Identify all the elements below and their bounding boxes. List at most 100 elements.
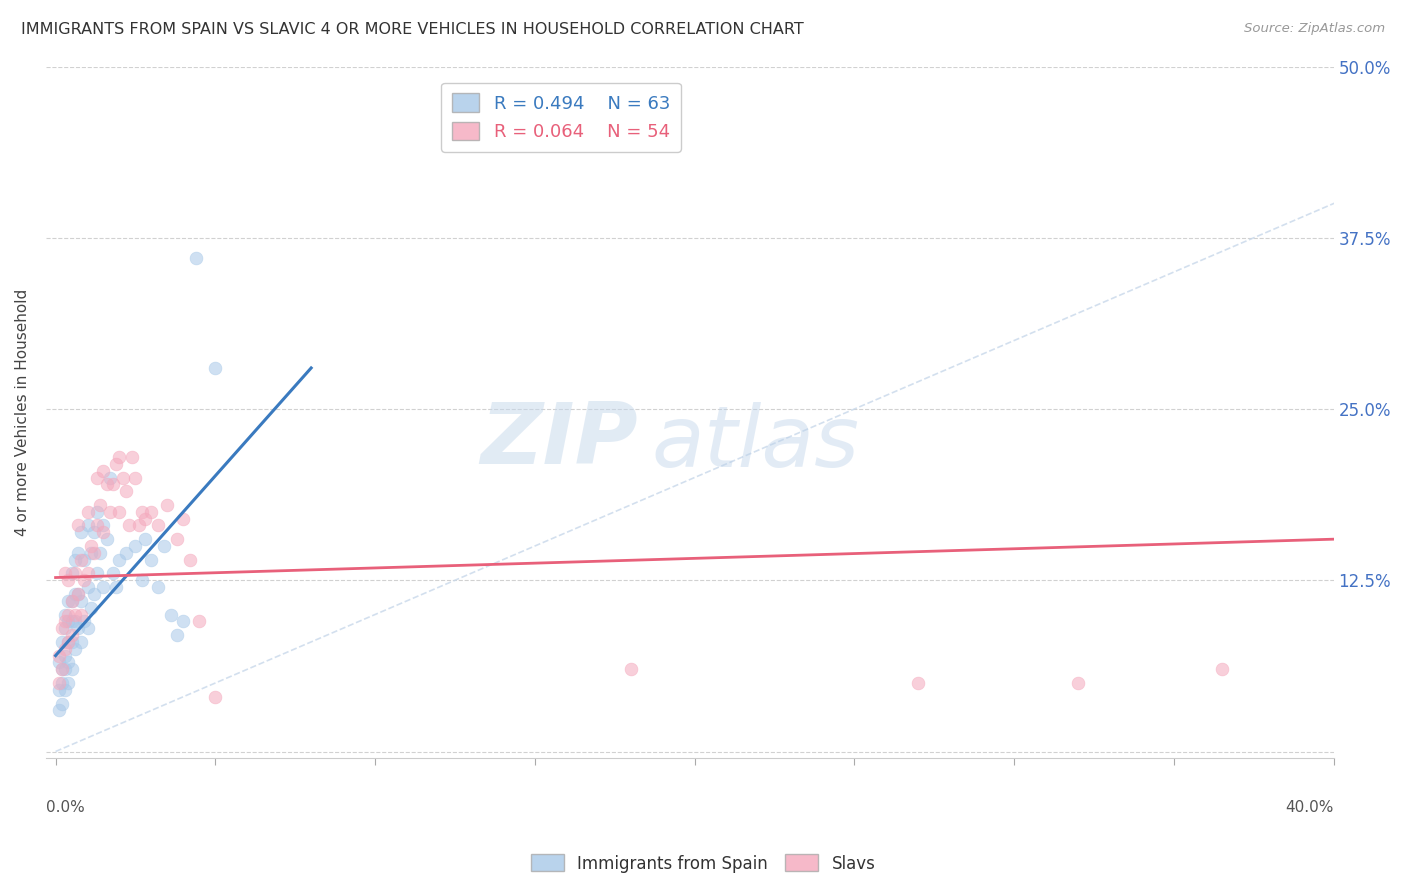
Point	[66, 546, 89, 560]
Point	[115, 546, 138, 560]
Point	[184, 252, 207, 266]
Point	[1211, 662, 1233, 676]
Point	[153, 539, 176, 553]
Point	[70, 552, 93, 566]
Point	[60, 594, 83, 608]
Point	[73, 615, 96, 629]
Point	[66, 587, 89, 601]
Point	[124, 470, 146, 484]
Point	[80, 539, 103, 553]
Point	[63, 552, 86, 566]
Text: 0.0%: 0.0%	[46, 800, 84, 815]
Point	[93, 580, 115, 594]
Point	[53, 682, 76, 697]
Point	[63, 587, 86, 601]
Point	[76, 566, 98, 581]
Point	[48, 656, 70, 670]
Point	[93, 525, 115, 540]
Point	[166, 628, 188, 642]
Point	[58, 676, 80, 690]
Point	[48, 682, 70, 697]
Point	[141, 505, 163, 519]
Point	[166, 532, 188, 546]
Point	[53, 648, 76, 663]
Point	[80, 546, 103, 560]
Point	[58, 574, 80, 588]
Point	[60, 628, 83, 642]
Point	[188, 615, 211, 629]
Point	[60, 566, 83, 581]
Point	[156, 498, 179, 512]
Text: Source: ZipAtlas.com: Source: ZipAtlas.com	[1244, 22, 1385, 36]
Point	[73, 574, 96, 588]
Point	[83, 546, 105, 560]
Point	[48, 676, 70, 690]
Text: IMMIGRANTS FROM SPAIN VS SLAVIC 4 OR MORE VEHICLES IN HOUSEHOLD CORRELATION CHAR: IMMIGRANTS FROM SPAIN VS SLAVIC 4 OR MOR…	[21, 22, 804, 37]
Point	[76, 518, 98, 533]
Point	[60, 615, 83, 629]
Point	[60, 662, 83, 676]
Point	[146, 518, 169, 533]
Point	[70, 607, 93, 622]
Text: 40.0%: 40.0%	[1285, 800, 1333, 815]
Point	[83, 525, 105, 540]
Point	[58, 607, 80, 622]
Point	[204, 361, 226, 376]
Point	[121, 450, 143, 464]
Point	[172, 615, 194, 629]
Point	[70, 635, 93, 649]
Point	[86, 566, 108, 581]
Point	[58, 594, 80, 608]
Point	[620, 662, 643, 676]
Point	[108, 552, 131, 566]
Point	[76, 621, 98, 635]
Point	[118, 518, 141, 533]
Point	[51, 662, 73, 676]
Y-axis label: 4 or more Vehicles in Household: 4 or more Vehicles in Household	[15, 289, 30, 536]
Legend: R = 0.494    N = 63, R = 0.064    N = 54: R = 0.494 N = 63, R = 0.064 N = 54	[441, 83, 681, 152]
Point	[48, 703, 70, 717]
Point	[66, 518, 89, 533]
Point	[105, 457, 128, 471]
Point	[51, 621, 73, 635]
Point	[76, 580, 98, 594]
Text: atlas: atlas	[651, 402, 859, 485]
Point	[86, 518, 108, 533]
Point	[53, 621, 76, 635]
Text: ZIP: ZIP	[481, 399, 638, 482]
Point	[93, 464, 115, 478]
Point	[76, 505, 98, 519]
Point	[98, 505, 121, 519]
Point	[60, 594, 83, 608]
Point	[89, 546, 111, 560]
Point	[63, 641, 86, 656]
Point	[53, 615, 76, 629]
Point	[96, 532, 118, 546]
Point	[51, 697, 73, 711]
Point	[58, 635, 80, 649]
Point	[128, 518, 150, 533]
Point	[204, 690, 226, 704]
Point	[111, 470, 134, 484]
Point	[93, 518, 115, 533]
Point	[58, 635, 80, 649]
Point	[63, 615, 86, 629]
Point	[86, 505, 108, 519]
Point	[108, 505, 131, 519]
Point	[51, 676, 73, 690]
Point	[70, 525, 93, 540]
Point	[159, 607, 181, 622]
Point	[101, 477, 124, 491]
Point	[172, 511, 194, 525]
Point	[907, 676, 929, 690]
Point	[53, 662, 76, 676]
Point	[115, 484, 138, 499]
Point	[124, 539, 146, 553]
Point	[86, 470, 108, 484]
Point	[53, 607, 76, 622]
Legend: Immigrants from Spain, Slavs: Immigrants from Spain, Slavs	[524, 847, 882, 880]
Point	[101, 566, 124, 581]
Point	[66, 587, 89, 601]
Point	[146, 580, 169, 594]
Point	[134, 532, 156, 546]
